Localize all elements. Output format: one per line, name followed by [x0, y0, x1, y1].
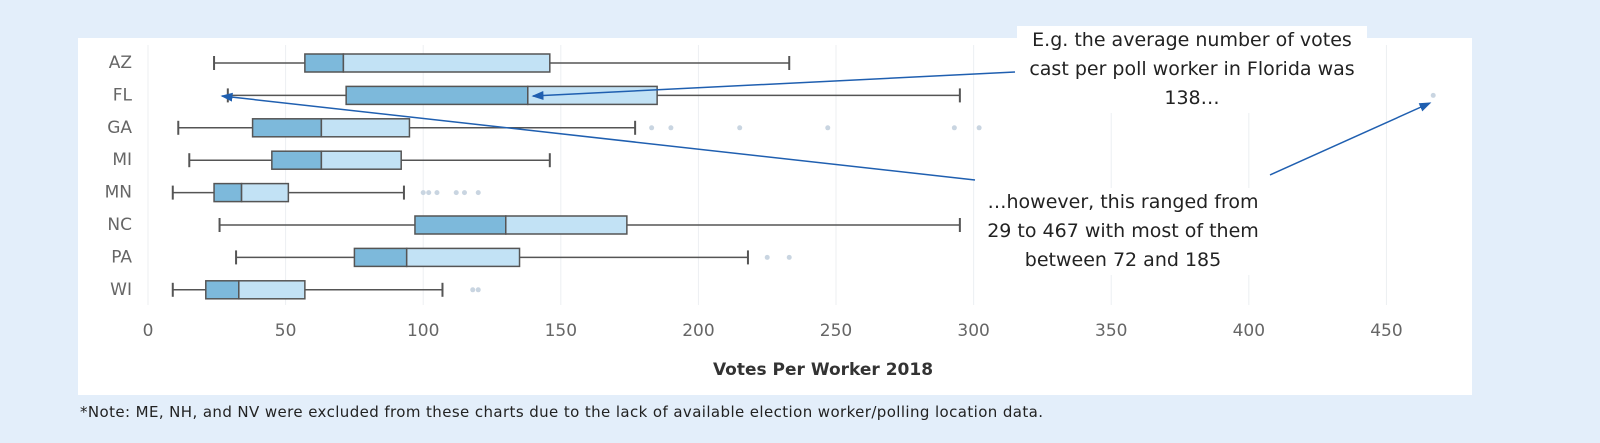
- x-tick-label: 200: [682, 321, 714, 341]
- box-lower: [271, 150, 323, 170]
- x-tick-label: 300: [957, 321, 989, 341]
- outlier: [1430, 92, 1436, 98]
- outlier: [475, 190, 481, 196]
- outlier: [426, 190, 432, 196]
- x-axis-title: Votes Per Worker 2018: [713, 360, 933, 380]
- outlier: [764, 254, 770, 260]
- box-lower: [304, 53, 345, 73]
- outlier: [737, 125, 743, 131]
- arrow: [1269, 102, 1432, 176]
- box-upper: [405, 247, 521, 268]
- y-tick-label: PA: [111, 247, 132, 267]
- x-tick-label: 150: [545, 321, 577, 341]
- y-tick-label: WI: [110, 280, 132, 300]
- x-tick-label: 250: [820, 321, 852, 341]
- x-tick-label: 100: [407, 321, 439, 341]
- note: *Note: ME, NH, and NV were excluded from…: [80, 403, 1044, 421]
- y-tick-label: MN: [105, 183, 132, 203]
- box-lower: [414, 215, 507, 235]
- outlier: [649, 125, 655, 131]
- x-tick-label: 400: [1233, 321, 1265, 341]
- y-tick-label: GA: [107, 118, 132, 138]
- y-tick-label: NC: [107, 215, 132, 235]
- x-tick-label: 450: [1370, 321, 1402, 341]
- box-upper: [240, 182, 290, 203]
- box-upper: [320, 118, 411, 138]
- outlier: [470, 287, 476, 293]
- y-tick-label: MI: [112, 150, 132, 170]
- outlier: [475, 287, 481, 293]
- x-tick-label: 350: [1095, 321, 1127, 341]
- outlier: [951, 125, 957, 131]
- outlier: [976, 125, 982, 131]
- outlier: [461, 190, 467, 196]
- outlier: [786, 254, 792, 260]
- annotation: …however, this ranged from 29 to 467 wit…: [978, 188, 1268, 275]
- outlier: [668, 125, 674, 131]
- outlier: [420, 190, 426, 196]
- x-tick-label: 50: [275, 321, 297, 341]
- box-lower: [345, 85, 529, 106]
- outlier: [434, 190, 440, 196]
- outlier: [825, 125, 831, 131]
- box-lower: [213, 182, 243, 203]
- x-tick-label: 0: [143, 321, 154, 341]
- arrow: [531, 71, 1016, 100]
- y-tick-label: FL: [113, 85, 133, 105]
- arrow: [220, 92, 976, 181]
- annotation: E.g. the average number of votes cast pe…: [1017, 26, 1367, 113]
- y-tick-label: AZ: [109, 53, 132, 73]
- box-lower: [251, 118, 323, 138]
- box-upper: [342, 53, 551, 73]
- box-lower: [353, 247, 408, 268]
- box-upper: [505, 215, 628, 235]
- outlier: [453, 190, 459, 196]
- box-upper: [320, 150, 402, 170]
- box-upper: [238, 280, 306, 300]
- box-lower: [205, 280, 240, 300]
